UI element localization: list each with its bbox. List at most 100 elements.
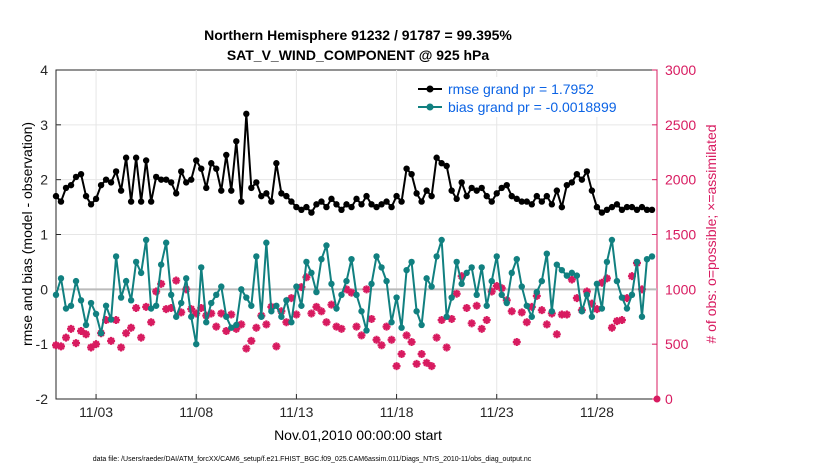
obs-point xyxy=(382,322,391,331)
rmse-point xyxy=(323,203,330,211)
rmse-point xyxy=(218,187,225,194)
bias-point xyxy=(112,253,120,260)
rmse-point xyxy=(223,151,230,159)
bias-point xyxy=(97,330,105,337)
rmse-point xyxy=(102,176,110,183)
obs-point xyxy=(522,318,531,327)
bias-point xyxy=(633,258,641,266)
bias-point xyxy=(463,269,470,277)
rmse-point xyxy=(107,179,115,186)
bias-point xyxy=(508,269,515,277)
obs-point xyxy=(622,294,631,303)
rmse-point xyxy=(488,198,495,205)
obs-point xyxy=(387,335,396,344)
rmse-point xyxy=(213,165,220,172)
bias-point xyxy=(398,324,405,331)
rmse-point xyxy=(408,170,415,178)
rmse-point xyxy=(178,168,185,175)
obs-point xyxy=(507,307,516,316)
bias-point xyxy=(62,305,70,312)
rmse-point xyxy=(593,203,601,211)
rmse-point xyxy=(633,206,641,214)
rmse-point xyxy=(543,192,551,200)
rmse-point xyxy=(142,157,150,164)
bias-point xyxy=(233,321,240,329)
obs-point xyxy=(272,342,281,351)
obs-point xyxy=(67,324,76,333)
obs-point xyxy=(57,342,66,351)
bias-point xyxy=(323,242,330,249)
bias-point xyxy=(493,253,500,260)
bias-point xyxy=(193,340,200,348)
axis-ticks: 11/03 11/08 11/13 11/18 11/23 11/28 -2 -1 0 1 2 3 4 0… xyxy=(36,62,697,420)
bias-point xyxy=(578,308,586,315)
rmse-point xyxy=(288,198,295,205)
obs-point xyxy=(653,395,661,403)
obs-point xyxy=(492,282,501,291)
rmse-point xyxy=(97,181,105,189)
bias-point xyxy=(358,308,365,315)
bias-point xyxy=(137,269,145,277)
bias-point xyxy=(67,302,75,309)
obs-point xyxy=(572,294,581,303)
y-left-tick-label: 4 xyxy=(40,62,48,78)
obs-point xyxy=(567,275,576,284)
obs-point xyxy=(102,316,111,325)
rmse-point xyxy=(77,170,85,178)
obs-point xyxy=(637,285,646,294)
rmse-point xyxy=(618,206,626,214)
rmse-point xyxy=(348,203,355,211)
legend: rmse grand pr = 1.7952 bias grand pr = -… xyxy=(412,77,652,117)
y-left-tick-label: 3 xyxy=(40,117,48,133)
bias-point xyxy=(238,286,245,293)
obs-point xyxy=(117,343,126,352)
bias-point xyxy=(303,258,310,266)
legend-rmse-marker xyxy=(426,85,434,93)
bias-point xyxy=(403,266,410,274)
bias-point xyxy=(178,299,185,307)
bias-point xyxy=(147,305,155,312)
chart-subtitle: SAT_V_WIND_COMPONENT @ 925 hPa xyxy=(227,47,490,63)
bias-point xyxy=(92,310,100,318)
obs-point xyxy=(617,316,626,325)
bias-point xyxy=(72,277,80,285)
rmse-point xyxy=(393,192,400,200)
obs-point xyxy=(87,343,96,352)
bias-point xyxy=(368,280,375,288)
rmse-point xyxy=(167,179,175,186)
bias-point xyxy=(167,291,175,299)
rmse-point xyxy=(518,198,525,205)
bias-point xyxy=(513,255,520,263)
bias-point xyxy=(443,313,450,320)
rmse-point xyxy=(57,198,65,205)
rmse-point xyxy=(513,195,520,203)
obs-point xyxy=(152,287,161,296)
bias-point xyxy=(283,297,290,304)
rmse-point xyxy=(338,206,345,214)
rmse-point xyxy=(248,184,255,192)
rmse-point xyxy=(112,168,120,175)
rmse-point xyxy=(203,184,210,192)
obs-point xyxy=(92,340,101,349)
rmse-point xyxy=(173,190,180,197)
bias-point xyxy=(308,269,315,277)
rmse-point xyxy=(553,187,561,194)
obs-point xyxy=(82,330,91,339)
rmse-point xyxy=(438,160,445,167)
obs-point xyxy=(212,322,221,331)
bias-point xyxy=(263,239,270,246)
rmse-point xyxy=(428,192,435,200)
rmse-point xyxy=(263,190,270,197)
rmse-point xyxy=(398,198,405,205)
data-file-footer: data file: /Users/raeder/DAI/ATM_forcXX/… xyxy=(93,456,532,463)
x-tick-label: 11/13 xyxy=(279,404,313,420)
obs-point xyxy=(602,274,611,283)
rmse-point xyxy=(188,176,195,183)
obs-point xyxy=(627,272,636,281)
rmse-point xyxy=(343,201,350,208)
bias-point xyxy=(313,288,320,296)
rmse-point xyxy=(127,198,135,205)
rmse-point xyxy=(573,170,581,178)
bias-point xyxy=(353,291,360,299)
